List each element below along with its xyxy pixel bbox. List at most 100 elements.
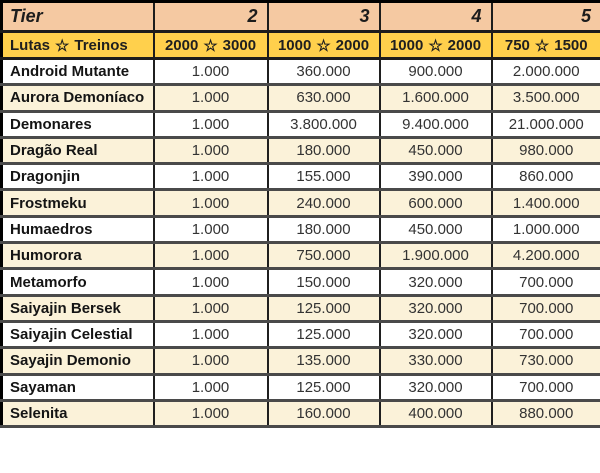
value-cell: 390.000 [378, 162, 493, 192]
table-row: Humorora 1.000 750.000 1.900.000 4.200.000 [0, 241, 600, 271]
value-cell: 1.000 [152, 109, 269, 139]
stats-label-lutas: Lutas [10, 37, 51, 54]
value-cell: 1.000 [152, 241, 269, 271]
value-cell: 730.000 [490, 346, 600, 376]
value-cell: 1.000 [152, 135, 269, 166]
row-name-cell: Dragonjin [0, 162, 155, 192]
tier-column-header-5: 5 [490, 0, 600, 33]
tier-header-row: Tier 2 3 4 5 [0, 0, 600, 33]
stats-header-tier2: 2000 ☆ 3000 [152, 30, 269, 60]
value-cell: 320.000 [378, 293, 493, 323]
tier-header-label: Tier [0, 0, 155, 33]
value-cell: 1.400.000 [490, 188, 600, 218]
value-cell: 1.000 [152, 56, 269, 87]
value-cell: 860.000 [490, 162, 600, 192]
value-cell: 750.000 [266, 241, 381, 271]
value-cell: 9.400.000 [378, 109, 493, 139]
table-row: Sayaman 1.000 125.000 320.000 700.000 [0, 372, 600, 402]
row-name-cell: Frostmeku [0, 188, 155, 218]
tier-column-header-4: 4 [378, 0, 493, 33]
value-cell: 1.000 [152, 83, 269, 113]
star-icon: ☆ [316, 38, 331, 55]
stats-value-left: 2000 [164, 37, 199, 54]
row-name-cell: Android Mutante [0, 56, 155, 87]
star-icon: ☆ [534, 38, 550, 55]
table-row: Dragonjin 1.000 155.000 390.000 860.000 [0, 162, 600, 192]
star-icon: ☆ [428, 38, 443, 55]
row-name-cell: Humorora [0, 241, 155, 271]
table-row: Dragão Real 1.000 180.000 450.000 980.000 [0, 135, 600, 166]
table-row: Metamorfo 1.000 150.000 320.000 700.000 [0, 267, 600, 297]
value-cell: 1.000 [152, 319, 269, 350]
value-cell: 1.000 [152, 293, 269, 323]
table-row: Frostmeku 1.000 240.000 600.000 1.400.000 [0, 188, 600, 218]
value-cell: 700.000 [490, 293, 600, 323]
table-body: Android Mutante 1.000 360.000 900.000 2.000.… [0, 56, 600, 429]
star-icon: ☆ [203, 38, 218, 55]
row-name-cell: Sayajin Demonio [0, 346, 155, 376]
value-cell: 21.000.000 [490, 109, 600, 139]
row-name-cell: Humaedros [0, 214, 155, 245]
value-cell: 3.800.000 [266, 109, 381, 139]
table-row: Sayajin Demonio 1.000 135.000 330.000 730.00… [0, 346, 600, 376]
value-cell: 1.000.000 [490, 214, 600, 245]
stats-label-treinos: Treinos [74, 37, 128, 54]
value-cell: 160.000 [266, 398, 381, 429]
value-cell: 1.600.000 [378, 83, 493, 113]
table-row: Demonares 1.000 3.800.000 9.400.000 21.000.0… [0, 109, 600, 139]
table-row: Aurora Demoníaco 1.000 630.000 1.600.000 3.5… [0, 83, 600, 113]
value-cell: 3.500.000 [490, 83, 600, 113]
value-cell: 400.000 [378, 398, 493, 429]
value-cell: 2.000.000 [490, 56, 600, 87]
value-cell: 1.000 [152, 188, 269, 218]
tier-column-header-2: 2 [152, 0, 269, 33]
value-cell: 180.000 [266, 214, 381, 245]
stats-value-left: 1000 [277, 37, 312, 54]
stats-header-label: Lutas ☆ Treinos [0, 30, 155, 60]
tier-column-header-3: 3 [266, 0, 381, 33]
value-cell: 125.000 [266, 319, 381, 350]
value-cell: 1.000 [152, 162, 269, 192]
table-row: Humaedros 1.000 180.000 450.000 1.000.000 [0, 214, 600, 245]
value-cell: 450.000 [378, 135, 493, 166]
row-name-cell: Dragão Real [0, 135, 155, 166]
value-cell: 1.000 [152, 372, 269, 402]
table-row: Saiyajin Bersek 1.000 125.000 320.000 700.00… [0, 293, 600, 323]
value-cell: 125.000 [266, 293, 381, 323]
value-cell: 330.000 [378, 346, 493, 376]
row-name-cell: Metamorfo [0, 267, 155, 297]
value-cell: 980.000 [490, 135, 600, 166]
stats-value-left: 750 [504, 37, 530, 54]
value-cell: 450.000 [378, 214, 493, 245]
stats-value-left: 1000 [389, 37, 424, 54]
value-cell: 320.000 [378, 372, 493, 402]
row-name-cell: Demonares [0, 109, 155, 139]
value-cell: 600.000 [378, 188, 493, 218]
stats-header-row: Lutas ☆ Treinos 2000 ☆ 3000 1000 ☆ 2000 1000 ☆ 2… [0, 30, 600, 60]
value-cell: 630.000 [266, 83, 381, 113]
stats-value-right: 3000 [222, 37, 257, 54]
value-cell: 700.000 [490, 319, 600, 350]
row-name-cell: Saiyajin Celestial [0, 319, 155, 350]
value-cell: 155.000 [266, 162, 381, 192]
value-cell: 135.000 [266, 346, 381, 376]
tier-cost-table: Tier 2 3 4 5 Lutas ☆ Treinos 2000 ☆ 3000 100… [0, 0, 600, 429]
value-cell: 1.900.000 [378, 241, 493, 271]
value-cell: 1.000 [152, 267, 269, 297]
value-cell: 4.200.000 [490, 241, 600, 271]
row-name-cell: Aurora Demoníaco [0, 83, 155, 113]
value-cell: 150.000 [266, 267, 381, 297]
stats-value-right: 2000 [447, 37, 482, 54]
value-cell: 700.000 [490, 372, 600, 402]
row-name-cell: Sayaman [0, 372, 155, 402]
row-name-cell: Selenita [0, 398, 155, 429]
value-cell: 900.000 [378, 56, 493, 87]
star-icon: ☆ [55, 38, 70, 55]
value-cell: 1.000 [152, 346, 269, 376]
stats-header-tier3: 1000 ☆ 2000 [266, 30, 381, 60]
value-cell: 360.000 [266, 56, 381, 87]
stats-header-tier4: 1000 ☆ 2000 [378, 30, 493, 60]
value-cell: 700.000 [490, 267, 600, 297]
table-row: Android Mutante 1.000 360.000 900.000 2.000.… [0, 56, 600, 87]
